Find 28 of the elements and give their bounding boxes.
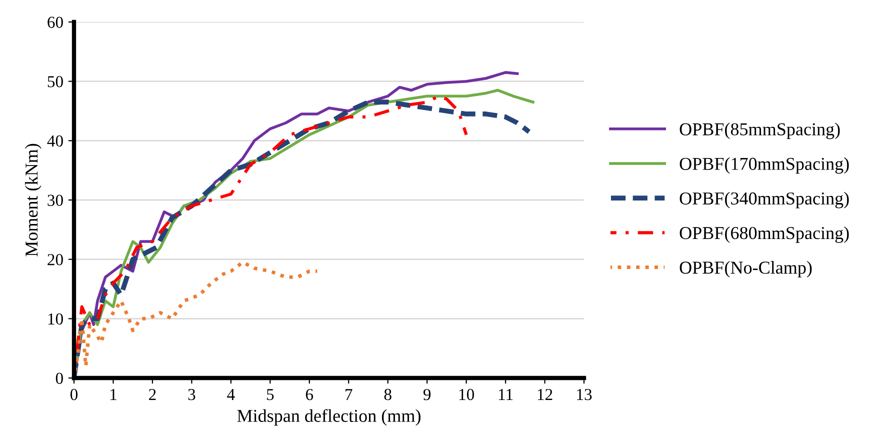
x-tick-label: 11 — [498, 388, 513, 400]
x-tick-label: 6 — [306, 388, 314, 400]
x-tick-label: 12 — [538, 388, 552, 400]
y-tick-label: 30 — [48, 194, 63, 206]
x-axis-title: Midspan deflection (mm) — [237, 409, 420, 426]
x-tick-label: 3 — [188, 388, 196, 400]
legend-label: OPBF(340mmSpacing) — [680, 192, 849, 208]
x-tick-label: 4 — [227, 389, 235, 400]
x-tick-label: 13 — [577, 388, 592, 400]
y-tick-label: 20 — [48, 254, 63, 266]
x-tick-label: 5 — [266, 389, 274, 400]
x-tick-label: 9 — [423, 388, 431, 400]
x-tick-label: 7 — [346, 389, 352, 400]
x-tick-label: 2 — [149, 388, 156, 400]
x-tick-label: 10 — [459, 388, 474, 400]
y-tick-label: 40 — [47, 135, 63, 147]
y-tick-label: 50 — [48, 76, 63, 88]
legend-label: OPBF(680mmSpacing) — [680, 226, 849, 243]
y-tick-label: 0 — [56, 372, 63, 384]
legend-label: OPBF(170mmSpacing) — [680, 157, 849, 174]
y-tick-label: 10 — [48, 313, 63, 325]
x-tick-label: 0 — [70, 388, 78, 400]
legend-label: OPBF(85mmSpacing) — [680, 122, 840, 140]
y-tick-label: 60 — [48, 16, 63, 28]
x-tick-label: 1 — [110, 388, 116, 400]
x-tick-label: 8 — [384, 388, 392, 400]
y-axis-title: Moment (kNm) — [24, 144, 42, 256]
legend-label: OPBF(No-Clamp) — [680, 261, 812, 278]
